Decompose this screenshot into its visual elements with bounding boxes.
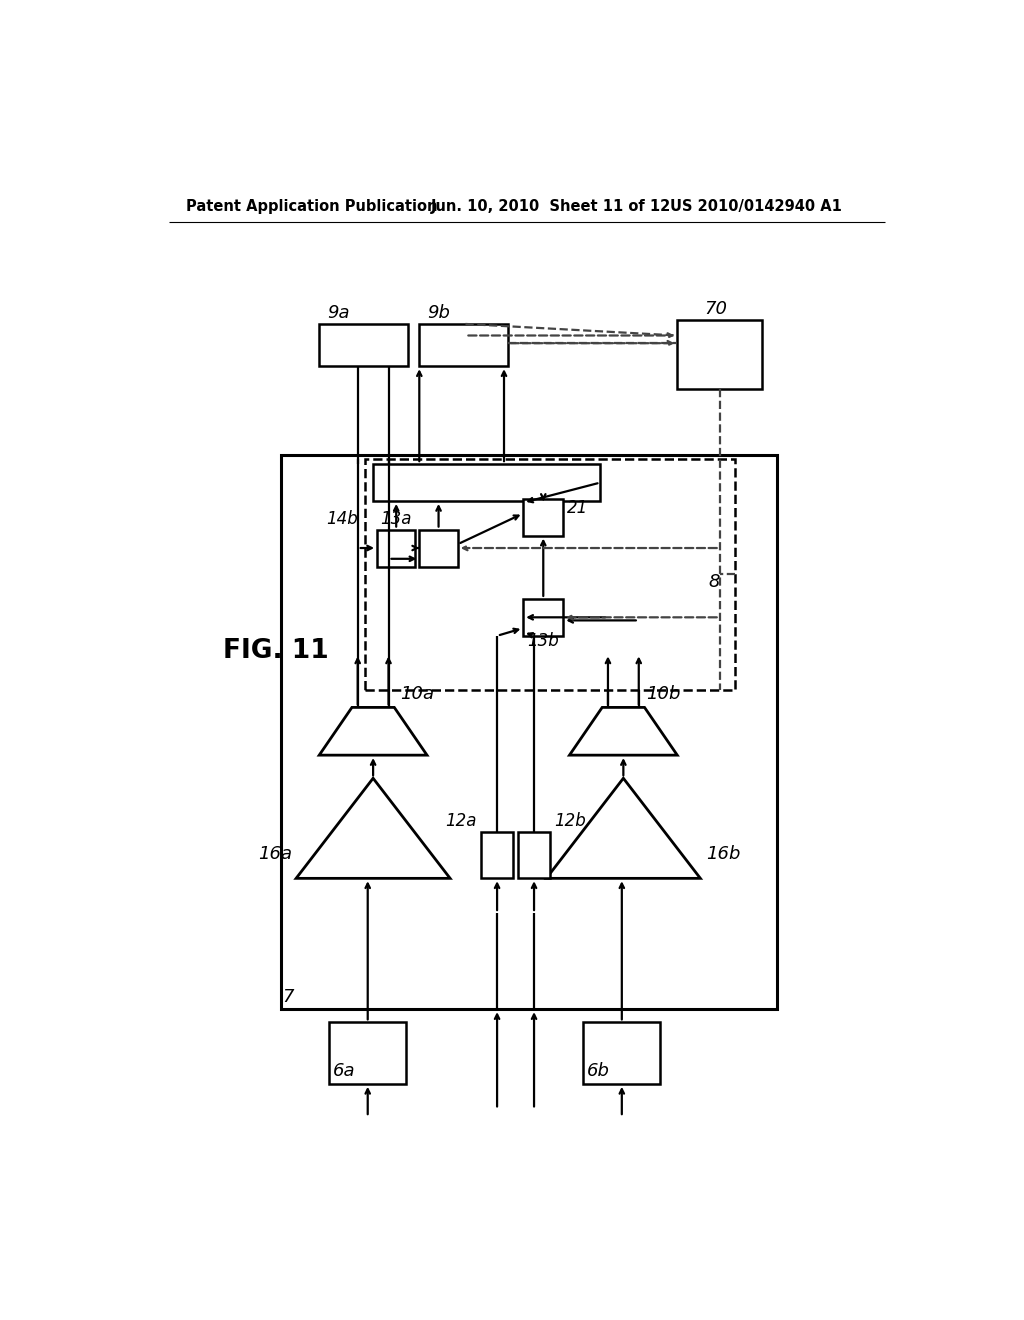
- Polygon shape: [319, 708, 427, 755]
- Text: 6a: 6a: [333, 1063, 355, 1080]
- Text: 9b: 9b: [427, 304, 450, 322]
- Text: 70: 70: [705, 300, 727, 318]
- Bar: [523, 599, 563, 636]
- Bar: [281, 455, 777, 1010]
- Text: 21: 21: [567, 499, 589, 516]
- Bar: [518, 832, 550, 878]
- Polygon shape: [296, 779, 451, 878]
- Bar: [584, 1022, 660, 1084]
- Text: FIG. 11: FIG. 11: [223, 638, 329, 664]
- Text: US 2010/0142940 A1: US 2010/0142940 A1: [670, 198, 842, 214]
- Bar: [373, 465, 600, 502]
- Text: 14b: 14b: [326, 510, 357, 528]
- Text: 16a: 16a: [258, 845, 292, 863]
- Bar: [419, 323, 508, 367]
- Text: 13a: 13a: [380, 510, 412, 528]
- Text: 8: 8: [708, 573, 720, 591]
- Bar: [319, 323, 408, 367]
- Text: 12a: 12a: [445, 812, 477, 830]
- Text: Jun. 10, 2010  Sheet 11 of 12: Jun. 10, 2010 Sheet 11 of 12: [431, 198, 671, 214]
- Text: 10b: 10b: [646, 685, 681, 702]
- Text: 10a: 10a: [400, 685, 434, 702]
- Bar: [523, 499, 563, 536]
- Text: 9a: 9a: [327, 304, 349, 322]
- Text: 13b: 13b: [527, 632, 559, 649]
- Bar: [481, 832, 513, 878]
- Text: Patent Application Publication: Patent Application Publication: [186, 198, 437, 214]
- Text: 16b: 16b: [707, 845, 741, 863]
- Bar: [330, 1022, 407, 1084]
- Bar: [377, 529, 416, 566]
- Polygon shape: [569, 708, 677, 755]
- Text: 7: 7: [283, 989, 294, 1006]
- Bar: [677, 321, 762, 389]
- Text: 6b: 6b: [587, 1063, 610, 1080]
- Bar: [419, 529, 458, 566]
- Bar: [366, 459, 735, 689]
- Text: 12b: 12b: [554, 812, 586, 830]
- Polygon shape: [547, 779, 700, 878]
